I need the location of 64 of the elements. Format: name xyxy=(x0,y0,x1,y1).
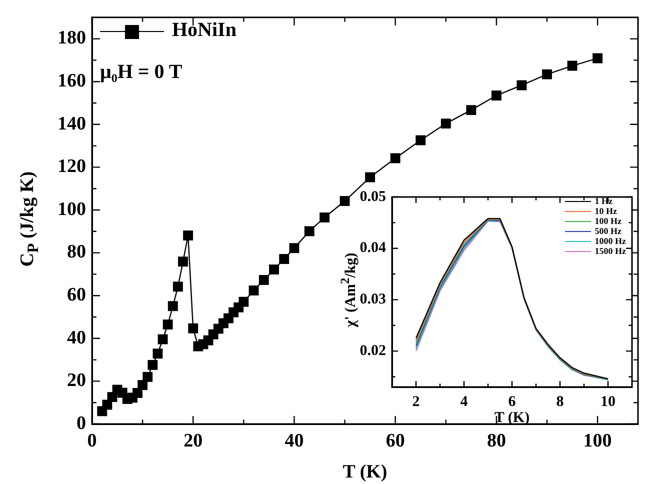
point xyxy=(168,301,178,312)
y-tick-label: 0.02 xyxy=(360,342,386,359)
point xyxy=(152,348,163,359)
y-tick-label: 160 xyxy=(58,70,86,92)
legend-label: 10 Hz xyxy=(594,206,617,216)
x-tick-label: 60 xyxy=(386,430,405,452)
point xyxy=(183,230,194,240)
point xyxy=(340,196,350,206)
x-tick-label: 100 xyxy=(583,430,612,452)
point xyxy=(365,172,376,182)
point xyxy=(172,282,183,292)
legend-label: 1000 Hz xyxy=(594,236,626,246)
y-tick-label: 0.04 xyxy=(360,240,386,256)
point xyxy=(238,296,249,307)
point xyxy=(592,53,603,64)
point xyxy=(304,226,314,236)
legend-label: 100 Hz xyxy=(594,216,622,226)
y-tick-label: 80 xyxy=(67,242,86,263)
y-tick-label: 20 xyxy=(67,370,86,392)
point xyxy=(542,69,552,80)
x-tick-label: 20 xyxy=(184,430,203,452)
point xyxy=(416,135,426,146)
point xyxy=(289,243,300,254)
point xyxy=(390,153,400,164)
x-tick-label: 80 xyxy=(486,430,506,452)
point xyxy=(567,60,578,71)
point xyxy=(162,320,173,330)
x-axis-title: T (K) xyxy=(342,462,388,483)
point xyxy=(440,118,451,129)
x-tick-label: 10 xyxy=(600,394,616,410)
x-tick-label: 8 xyxy=(556,394,564,410)
x-tick-label: 40 xyxy=(284,430,304,452)
x-tick-label: 6 xyxy=(508,394,516,410)
legend-label: 1 Hz xyxy=(594,196,612,206)
x-axis-title: T (K) xyxy=(494,410,530,426)
y-tick-label: 0.03 xyxy=(360,292,386,308)
point xyxy=(279,254,290,264)
y-tick-label: 60 xyxy=(67,284,86,306)
y-tick-label: 40 xyxy=(67,327,86,348)
legend-label: 1500 Hz xyxy=(594,246,626,256)
point xyxy=(516,80,527,90)
point xyxy=(158,334,168,344)
point xyxy=(188,323,198,334)
point xyxy=(466,105,476,116)
point xyxy=(132,388,142,398)
x-tick-label: 4 xyxy=(460,394,468,410)
point xyxy=(258,275,269,285)
x-tick-label: 2 xyxy=(412,394,420,410)
y-tick-label: 0.05 xyxy=(360,188,386,205)
legend-label: 500 Hz xyxy=(594,226,622,236)
legend-label: HoNiIn xyxy=(172,19,236,42)
point xyxy=(148,360,158,370)
point xyxy=(269,264,279,274)
y-tick-label: 0 xyxy=(76,412,86,434)
point xyxy=(178,256,188,267)
annotation: μ₀H = 0 T xyxy=(100,61,182,84)
y-tick-label: 100 xyxy=(58,198,86,220)
point xyxy=(320,212,330,222)
y-tick-label: 140 xyxy=(58,113,86,134)
point xyxy=(142,372,153,382)
point xyxy=(248,285,259,296)
y-tick-label: 120 xyxy=(58,156,86,178)
y-tick-label: 180 xyxy=(58,28,86,49)
point xyxy=(491,90,502,100)
